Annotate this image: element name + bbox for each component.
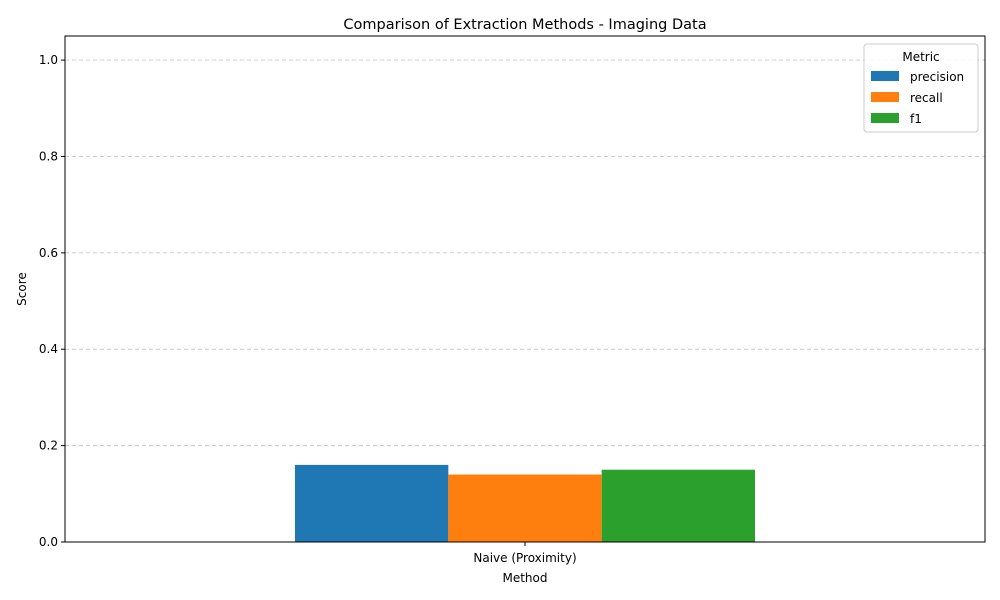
legend-swatch-f1 xyxy=(871,113,899,123)
y-tick-label: 0.2 xyxy=(39,439,58,453)
chart-title: Comparison of Extraction Methods - Imagi… xyxy=(343,17,706,33)
y-tick-label: 1.0 xyxy=(39,53,58,67)
bars xyxy=(295,464,755,542)
y-axis-label: Score xyxy=(15,272,29,306)
legend-label-recall: recall xyxy=(910,91,943,105)
y-tick-label: 0.6 xyxy=(39,246,58,260)
legend-title: Metric xyxy=(902,50,939,64)
legend-label-precision: precision xyxy=(910,70,964,84)
y-tick-label: 0.4 xyxy=(39,342,58,356)
y-axis-ticks: 0.0 0.2 0.4 0.6 0.8 1.0 xyxy=(39,53,65,549)
legend-swatch-recall xyxy=(871,92,899,102)
legend-label-f1: f1 xyxy=(910,112,922,126)
gridlines xyxy=(65,59,985,543)
legend-swatch-precision xyxy=(871,71,899,81)
legend: Metric precision recall f1 xyxy=(863,43,979,133)
bar-recall xyxy=(448,474,602,542)
x-tick-label: Naive (Proximity) xyxy=(473,551,576,565)
legend-box xyxy=(863,43,979,133)
bar-precision xyxy=(295,464,449,542)
legend-items: precision recall f1 xyxy=(871,70,964,126)
bar-f1 xyxy=(601,469,755,542)
y-tick-label: 0.8 xyxy=(39,149,58,163)
x-axis-label: Method xyxy=(502,571,547,585)
x-axis-ticks: Naive (Proximity) xyxy=(473,542,577,565)
plot-frame xyxy=(64,35,986,543)
y-tick-label: 0.0 xyxy=(39,535,58,549)
